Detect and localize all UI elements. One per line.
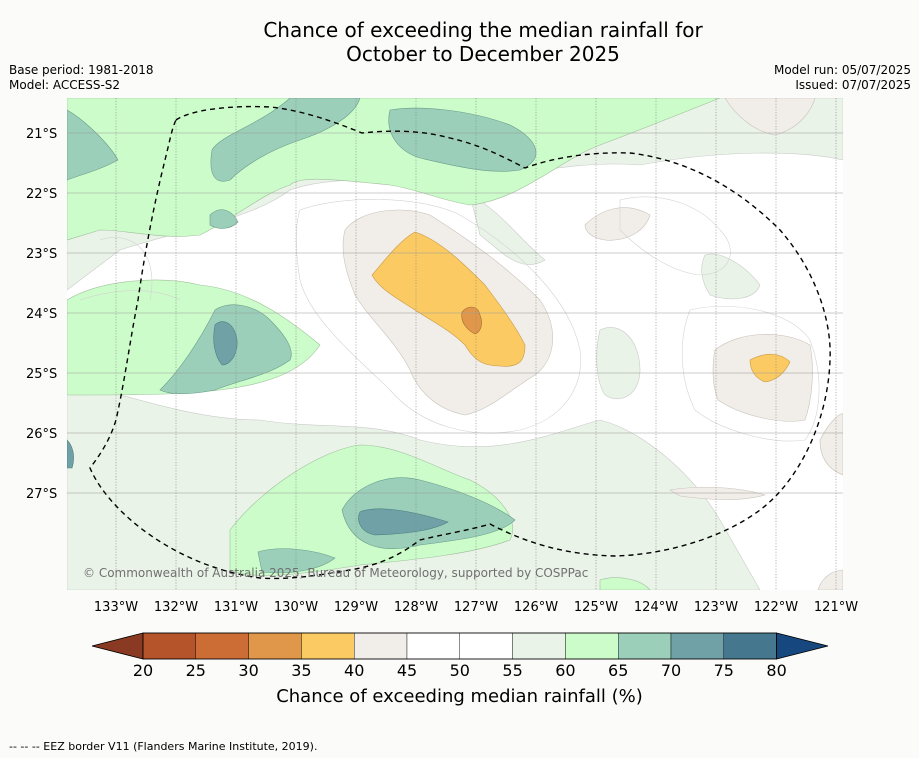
colorbar-segment [301,632,355,660]
colorbar-segment [354,632,408,660]
colorbar-tick-label: 80 [766,661,786,680]
colorbar-segment [406,632,460,660]
colorbar-label: Chance of exceeding median rainfall (%) [276,686,643,707]
colorbar-over-arrow [776,632,829,660]
lon-label: 125°W [574,600,618,615]
model-name: Model: ACCESS-S2 [9,78,121,92]
copyright-text: © Commonwealth of Australia 2025, Bureau… [83,566,588,580]
model-run: Model run: 05/07/2025 [773,63,911,77]
colorbar-frame [142,632,777,660]
lat-label: 25°S [26,367,57,382]
lon-label: 129°W [334,600,378,615]
lat-labels: 21°S 22°S 23°S 24°S 25°S 26°S 27°S [26,127,57,502]
lon-label: 130°W [274,600,318,615]
lon-label: 133°W [94,600,138,615]
issued-date: Issued: 07/07/2025 [795,78,911,92]
lon-label: 124°W [634,600,678,615]
colorbar-segment [195,632,249,660]
lat-label: 24°S [26,307,57,322]
contour-35-40 [371,231,791,383]
lon-label: 131°W [214,600,258,615]
colorbar-segment [723,632,777,660]
colorbar-tick-label: 35 [291,661,311,680]
map-title: Chance of exceeding the median rainfall … [0,18,919,66]
lat-label: 26°S [26,427,57,442]
colorbar-segment [142,632,196,660]
lat-label: 21°S [26,127,57,142]
base-period: Base period: 1981-2018 [9,63,154,77]
colorbar-tick-label: 30 [238,661,258,680]
title-line-1: Chance of exceeding the median rainfall … [263,18,703,42]
colorbar-tick-label: 25 [186,661,206,680]
title-line-2: October to December 2025 [346,42,620,66]
map-area: © Commonwealth of Australia 2025, Bureau… [67,98,843,590]
lon-label: 128°W [394,600,438,615]
eez-border [89,105,831,580]
colorbar-segment [459,632,513,660]
colorbar-tick-label: 65 [608,661,628,680]
lon-label: 132°W [154,600,198,615]
lon-label: 121°W [814,600,858,615]
colorbar: 20 25 30 35 40 45 50 55 60 65 70 75 80 [91,632,829,680]
lat-label: 27°S [26,487,57,502]
colorbar-segment [248,632,302,660]
colorbar-tick-label: 50 [450,661,470,680]
lon-label: 122°W [754,600,798,615]
colorbar-under-arrow [91,632,144,660]
graticule [115,98,837,590]
colorbar-segment [618,632,672,660]
colorbar-segment [512,632,566,660]
contour-lines [79,196,820,442]
lat-label: 23°S [26,247,57,262]
lon-label: 127°W [454,600,498,615]
contour-70-75 [67,321,449,536]
colorbar-tick-label: 60 [555,661,575,680]
colorbar-segment [670,632,724,660]
colorbar-tick-label: 70 [661,661,681,680]
graticule-lat [67,132,843,494]
colorbar-tick-label: 40 [344,661,364,680]
meta-right: Model run: 05/07/2025 Issued: 07/07/2025 [774,63,911,93]
lon-label: 126°W [514,600,558,615]
meta-left: Base period: 1981-2018 Model: ACCESS-S2 [9,63,154,93]
colorbar-segment [565,632,619,660]
colorbar-tick-label: 75 [714,661,734,680]
contour-30-35 [461,306,482,335]
lon-labels: 133°W 132°W 131°W 130°W 129°W 128°W 127°… [94,600,858,615]
colorbar-tick-label: 20 [133,661,153,680]
lon-label: 123°W [694,600,738,615]
colorbar-tick-label: 45 [397,661,417,680]
colorbar-tick-label: 55 [502,661,522,680]
lat-label: 22°S [26,187,57,202]
eez-footer-note: -- -- -- EEZ border V11 (Flanders Marine… [9,740,318,753]
